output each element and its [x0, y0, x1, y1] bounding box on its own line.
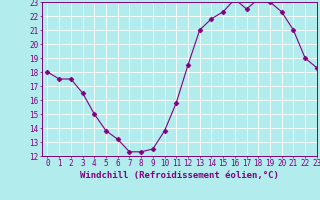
X-axis label: Windchill (Refroidissement éolien,°C): Windchill (Refroidissement éolien,°C): [80, 171, 279, 180]
